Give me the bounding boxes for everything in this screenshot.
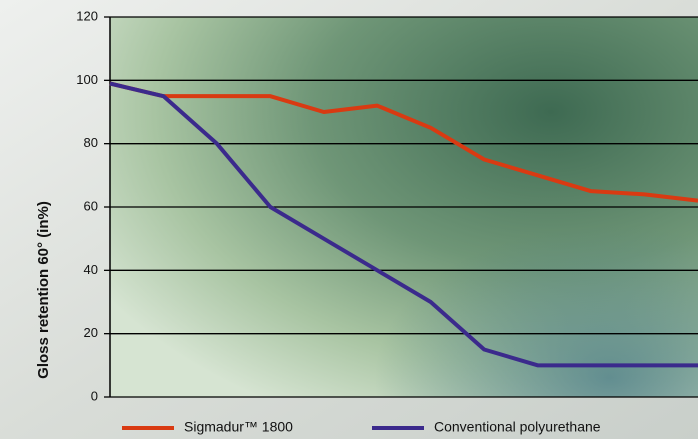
chart: Gloss retention 60° (in%) Sigmadur™ 1800…	[0, 0, 698, 439]
y-tick-label: 100	[76, 72, 98, 87]
y-tick-label: 80	[84, 135, 98, 150]
page: Gloss retention 60° (in%) Sigmadur™ 1800…	[0, 0, 698, 439]
y-tick-label: 120	[76, 8, 98, 23]
y-tick-label: 20	[84, 325, 98, 340]
legend-label: Conventional polyurethane	[434, 419, 601, 435]
legend-label: Sigmadur™ 1800	[184, 419, 293, 435]
y-tick-label: 40	[84, 262, 98, 277]
y-axis-label: Gloss retention 60° (in%)	[35, 201, 52, 379]
y-tick-label: 0	[91, 388, 98, 403]
y-tick-label: 60	[84, 198, 98, 213]
